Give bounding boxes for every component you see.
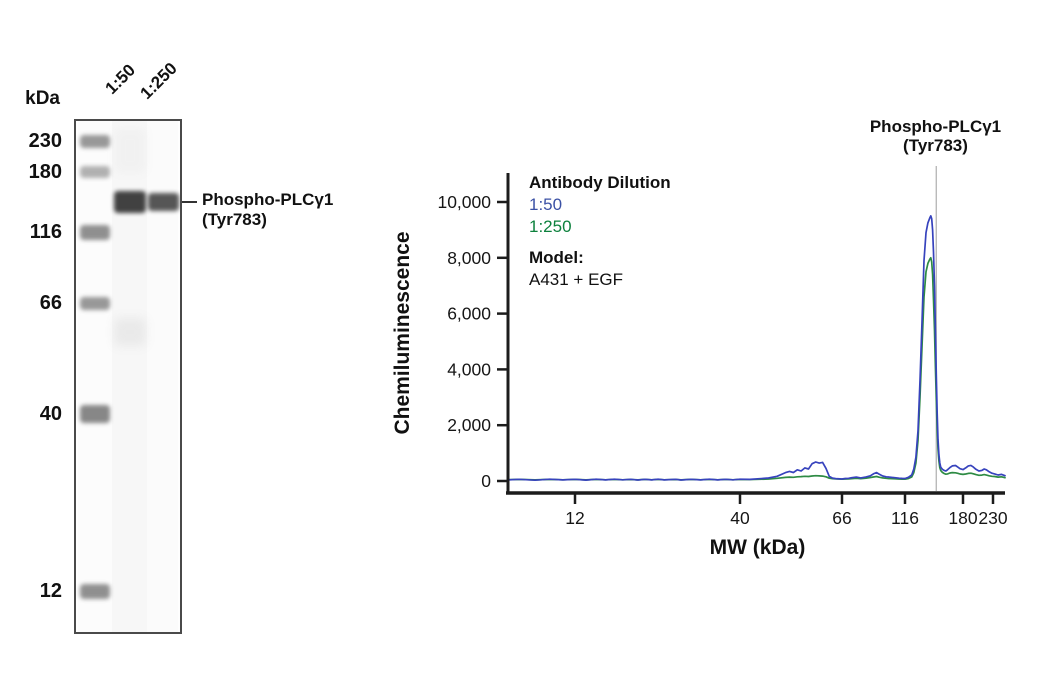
faint-smear xyxy=(114,127,146,173)
kda-marker-label: 40 xyxy=(39,403,62,425)
series-curve-1:250 xyxy=(507,256,1006,481)
y-tick-label: 6,000 xyxy=(447,304,491,324)
kda-marker-label: 12 xyxy=(39,580,62,602)
x-tick-label: 40 xyxy=(730,508,750,528)
x-tick-label: 12 xyxy=(565,508,584,528)
kda-marker-label: 66 xyxy=(39,292,62,314)
x-tick-label: 180 xyxy=(948,508,977,528)
ladder-band xyxy=(80,224,110,240)
ladder-band xyxy=(80,405,110,423)
ladder-band xyxy=(80,166,110,178)
y-tick-label: 2,000 xyxy=(447,415,491,435)
kda-marker-label: 230 xyxy=(28,130,62,152)
peak-annotation-line1: Phospho-PLCγ1 xyxy=(869,117,1002,136)
sample-band xyxy=(114,191,146,213)
y-tick-label: 0 xyxy=(481,471,491,491)
blot-frame xyxy=(74,119,182,634)
band-callout-line2: (Tyr783) xyxy=(202,210,267,229)
band-callout-text: Phospho-PLCγ1 (Tyr783) xyxy=(202,190,333,230)
y-axis-title: Chemiluminescence xyxy=(391,231,414,435)
legend-entries: 1:50 1:250 xyxy=(529,194,671,238)
legend-title: Antibody Dilution xyxy=(529,173,671,192)
model-value: A431 + EGF xyxy=(529,270,624,289)
peak-annotation: Phospho-PLCγ1 (Tyr783) xyxy=(833,117,1038,155)
y-tick-label: 8,000 xyxy=(447,248,491,268)
chart-legend: Antibody Dilution 1:50 1:250 Model: A431 … xyxy=(529,172,671,291)
x-tick-label: 66 xyxy=(832,508,851,528)
peak-annotation-line2: (Tyr783) xyxy=(903,136,968,155)
band-callout-line1: Phospho-PLCγ1 xyxy=(202,190,334,209)
y-tick-label: 4,000 xyxy=(447,359,491,379)
series-curve-1:50 xyxy=(507,215,1006,482)
legend-entry-1:250: 1:250 xyxy=(529,217,572,236)
kda-marker-label: 180 xyxy=(28,161,62,183)
x-axis-title: MW (kDa) xyxy=(709,536,806,559)
model-label: Model: xyxy=(529,248,584,267)
ladder-band xyxy=(80,296,110,310)
legend-entry-1:50: 1:50 xyxy=(529,195,563,214)
y-tick-label: 10,000 xyxy=(437,192,491,212)
x-tick-label: 116 xyxy=(891,508,919,528)
callout-dash xyxy=(182,201,197,203)
ladder-band xyxy=(80,583,110,599)
kda-marker-labels: 230 180 116 66 40 12 xyxy=(0,0,62,700)
sample-band xyxy=(148,193,179,211)
kda-unit-label: kDa xyxy=(25,88,60,109)
kda-marker-label: 116 xyxy=(29,221,62,243)
faint-smear xyxy=(114,318,146,346)
ladder-band xyxy=(80,134,110,148)
x-tick-label: 230 xyxy=(978,508,1007,528)
